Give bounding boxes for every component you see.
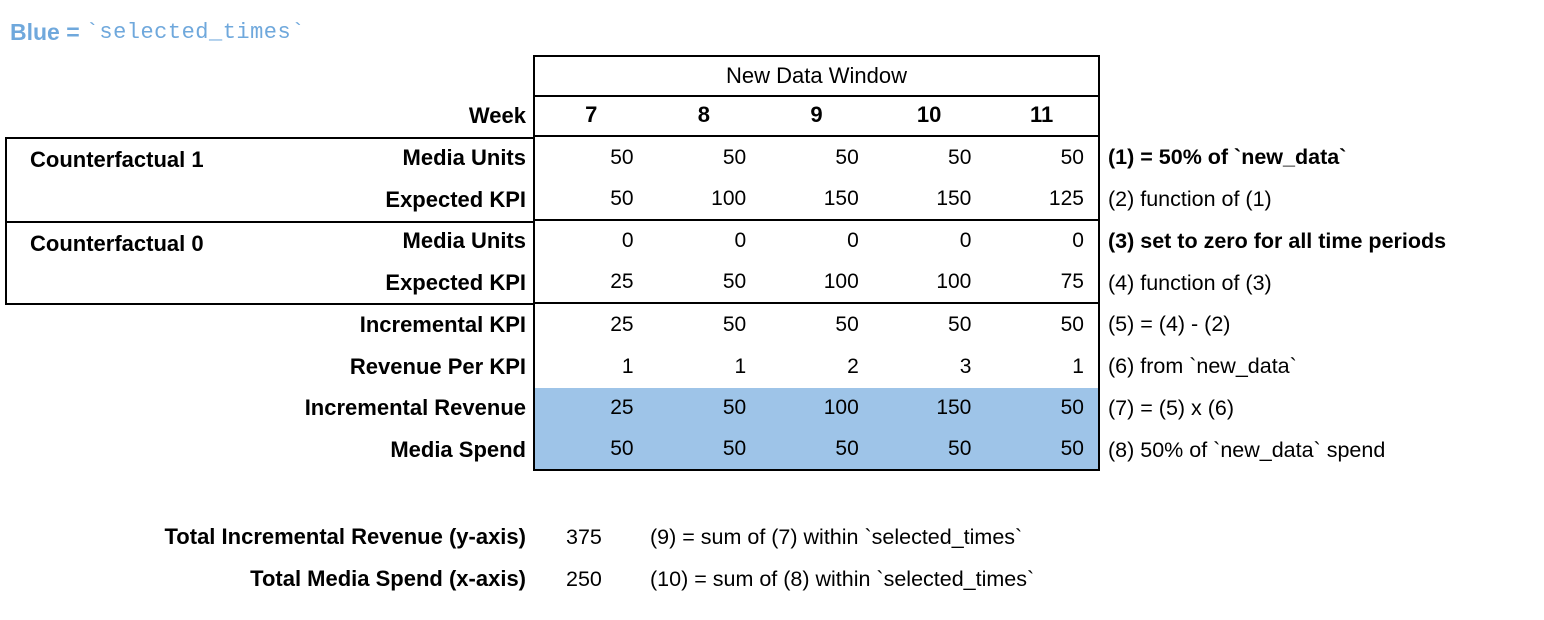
counterfactual-0-group: Counterfactual 0 [7,223,533,307]
data-cell: 75 [1060,270,1084,294]
data-cell: 25 [610,270,634,294]
data-cell: 100 [711,186,747,210]
total-media-spend-row: Total Media Spend (x-axis) 250 (10) = su… [0,558,1544,600]
data-cell: 50 [722,270,747,294]
table-row-incremental-revenue: 25 50 100 150 50 [535,387,1098,430]
new-data-window-label: New Data Window [726,63,907,88]
data-table: 7 8 9 10 11 50 50 50 50 50 50 100 150 15… [533,95,1100,471]
annotation-2: (2) function of (1) [1108,187,1272,212]
data-cell: 50 [722,437,747,461]
annotation-8: (8) 50% of `new_data` spend [1108,437,1386,462]
data-cell: 150 [823,186,859,210]
row-label-column: Week Media Units Expected KPI Media Unit… [0,95,526,471]
data-cell: 50 [722,145,747,169]
data-cell: 0 [621,229,634,253]
data-cell: 2 [847,354,859,378]
data-cell: 50 [1060,145,1084,169]
data-cell: 1 [734,354,747,378]
annotation-10: (10) = sum of (8) within `selected_times… [650,566,1035,591]
table-row-media-spend: 50 50 50 50 50 [535,429,1098,471]
annotation-3: (3) set to zero for all time periods [1108,228,1447,253]
annotation-column: (1) = 50% of `new_data` (2) function of … [1108,137,1538,471]
counterfactual-group-box: Counterfactual 1 Counterfactual 0 [5,137,533,305]
table-row-expected-kpi-cf1: 50 100 150 150 125 [535,179,1098,221]
data-cell: 50 [835,312,859,336]
row-label-media-units-cf1: Media Units [402,144,526,170]
table-row-media-units-cf0: 0 0 0 0 0 [535,221,1098,263]
data-cell: 0 [847,229,859,253]
row-label-expected-kpi-cf0: Expected KPI [385,270,526,296]
data-cell: 0 [959,229,972,253]
data-cell: 50 [948,312,972,336]
row-label-incremental-revenue: Incremental Revenue [304,395,526,421]
data-cell: 100 [823,396,859,420]
total-incremental-revenue-value: 375 [566,524,602,549]
data-cell: 50 [722,396,747,420]
row-label-media-spend: Media Spend [390,437,526,463]
legend: Blue = `selected_times` [10,16,305,48]
data-cell: 50 [1060,312,1084,336]
week-header-cell: 11 [1030,102,1054,127]
row-label-revenue-per-kpi: Revenue Per KPI [349,353,526,379]
data-cell: 0 [734,229,747,253]
data-cell: 0 [1072,229,1084,253]
total-incremental-revenue-label: Total Incremental Revenue (y-axis) [164,524,527,549]
total-incremental-revenue-row: Total Incremental Revenue (y-axis) 375 (… [0,516,1544,558]
table-row-media-units-cf1: 50 50 50 50 50 [535,137,1098,179]
counterfactual-1-group: Counterfactual 1 [7,139,533,223]
data-cell: 150 [936,186,972,210]
week-header-row: 7 8 9 10 11 [535,95,1098,137]
total-media-spend-label: Total Media Spend (x-axis) [250,566,526,591]
week-header-cell: 8 [697,102,711,127]
data-cell: 25 [610,312,634,336]
data-cell: 50 [722,312,747,336]
data-cell: 150 [936,396,972,420]
annotation-7: (7) = (5) x (6) [1108,395,1235,420]
data-cell: 50 [610,437,634,461]
annotation-5: (5) = (4) - (2) [1108,312,1231,337]
row-label-incremental-kpi: Incremental KPI [359,311,526,337]
table-row-revenue-per-kpi: 1 1 2 3 1 [535,346,1098,388]
week-row-label: Week [468,103,526,128]
annotation-6: (6) from `new_data` [1108,354,1297,379]
data-cell: 3 [959,354,972,378]
week-header-cell: 10 [916,102,942,127]
annotation-9: (9) = sum of (7) within `selected_times` [650,524,1023,549]
data-cell: 50 [948,145,972,169]
annotation-4: (4) function of (3) [1108,270,1272,295]
counterfactual-1-label: Counterfactual 1 [30,146,204,172]
data-cell: 100 [936,270,972,294]
data-cell: 50 [610,186,634,210]
data-cell: 50 [948,437,972,461]
table-row-incremental-kpi: 25 50 50 50 50 [535,304,1098,346]
data-cell: 50 [1060,437,1084,461]
week-header-cell: 9 [810,102,823,127]
week-header-cell: 7 [585,102,598,127]
data-cell: 25 [610,396,634,420]
counterfactual-0-label: Counterfactual 0 [30,230,204,256]
table-row-expected-kpi-cf0: 25 50 100 100 75 [535,262,1098,304]
legend-prefix: Blue = [10,18,80,45]
annotation-1: (1) = 50% of `new_data` [1108,145,1347,170]
total-media-spend-value: 250 [566,566,602,591]
data-cell: 50 [1060,396,1084,420]
data-cell: 50 [835,437,859,461]
data-cell: 50 [610,145,634,169]
row-label-expected-kpi-cf1: Expected KPI [385,186,526,212]
row-label-media-units-cf0: Media Units [402,228,526,254]
data-cell: 1 [1072,354,1084,378]
legend-code: `selected_times` [85,19,305,45]
data-cell: 100 [823,270,859,294]
data-cell: 125 [1048,186,1084,210]
data-cell: 50 [835,145,859,169]
data-cell: 1 [621,354,634,378]
new-data-window-header: New Data Window [533,55,1100,97]
